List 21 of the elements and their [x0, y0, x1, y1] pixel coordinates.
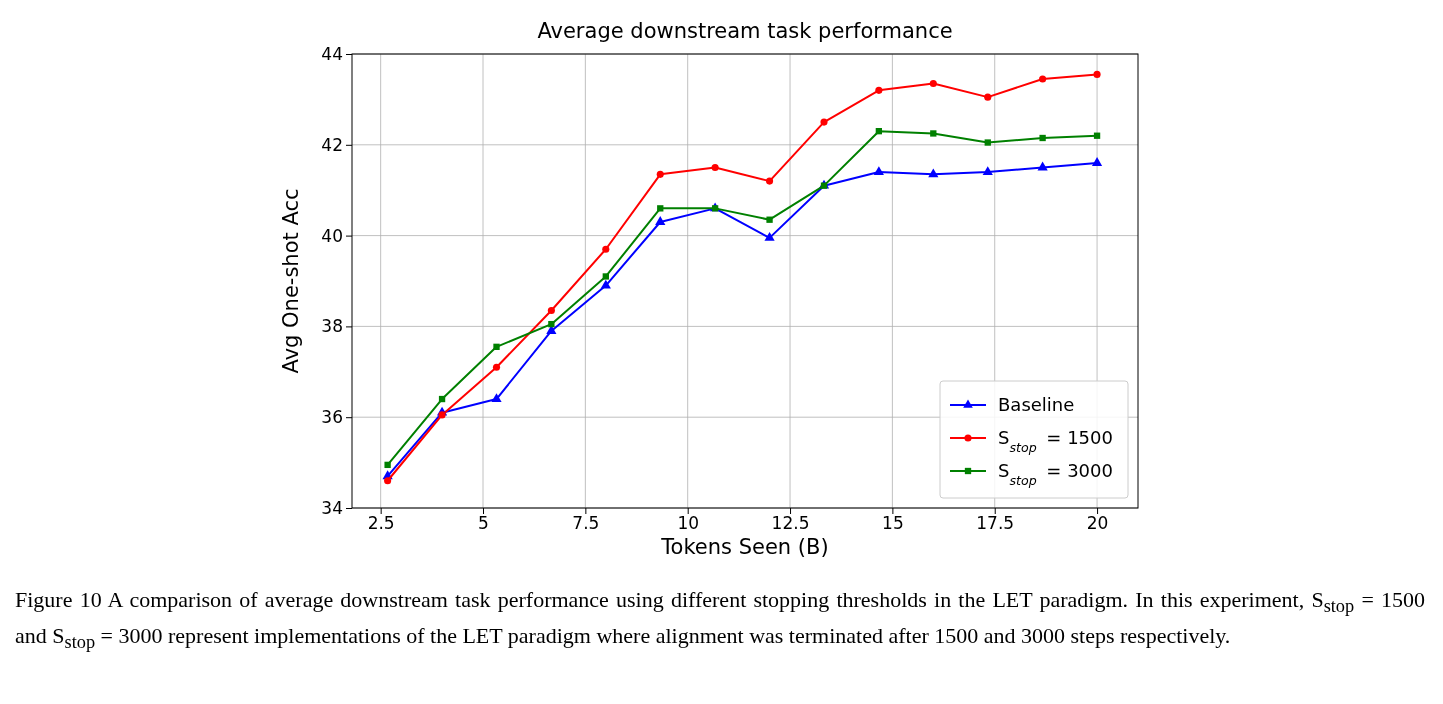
y-tick-label: 44 [321, 43, 343, 64]
x-tick-label: 5 [478, 513, 489, 534]
chart-title: Average downstream task performance [537, 19, 953, 43]
legend-label: S$_{stop}$ = 1500 [998, 427, 1113, 455]
x-tick-label: 2.5 [367, 513, 395, 534]
x-tick-label: 7.5 [572, 513, 600, 534]
legend-label: S$_{stop}$ = 3000 [998, 460, 1113, 488]
x-axis-title: Tokens Seen (B) [660, 535, 829, 559]
x-tick-label: 17.5 [976, 513, 1015, 534]
y-tick-label: 40 [321, 225, 343, 246]
y-axis-title: Avg One-shot Acc [279, 188, 303, 374]
x-tick-label: 20 [1086, 513, 1109, 534]
y-tick-label: 34 [321, 497, 343, 518]
y-tick-label: 36 [321, 407, 343, 428]
legend-label: Baseline [998, 394, 1075, 415]
y-tick-label: 42 [321, 134, 343, 155]
x-tick-label: 15 [882, 513, 904, 534]
text: Figure 10 A comparison of average downstream task performance using different stopping thresholds in the LET paradigm. In this experiment, S$_{stop}$ = 1500 and S$_{stop}$ = 3000 represent implementations of the LET paradigm where alignment was terminated after 1500 and 3000 steps respectively. [15, 587, 1425, 653]
x-tick-label: 10 [677, 513, 700, 534]
y-tick-label: 38 [321, 316, 343, 337]
x-tick-label: 12.5 [771, 513, 810, 534]
